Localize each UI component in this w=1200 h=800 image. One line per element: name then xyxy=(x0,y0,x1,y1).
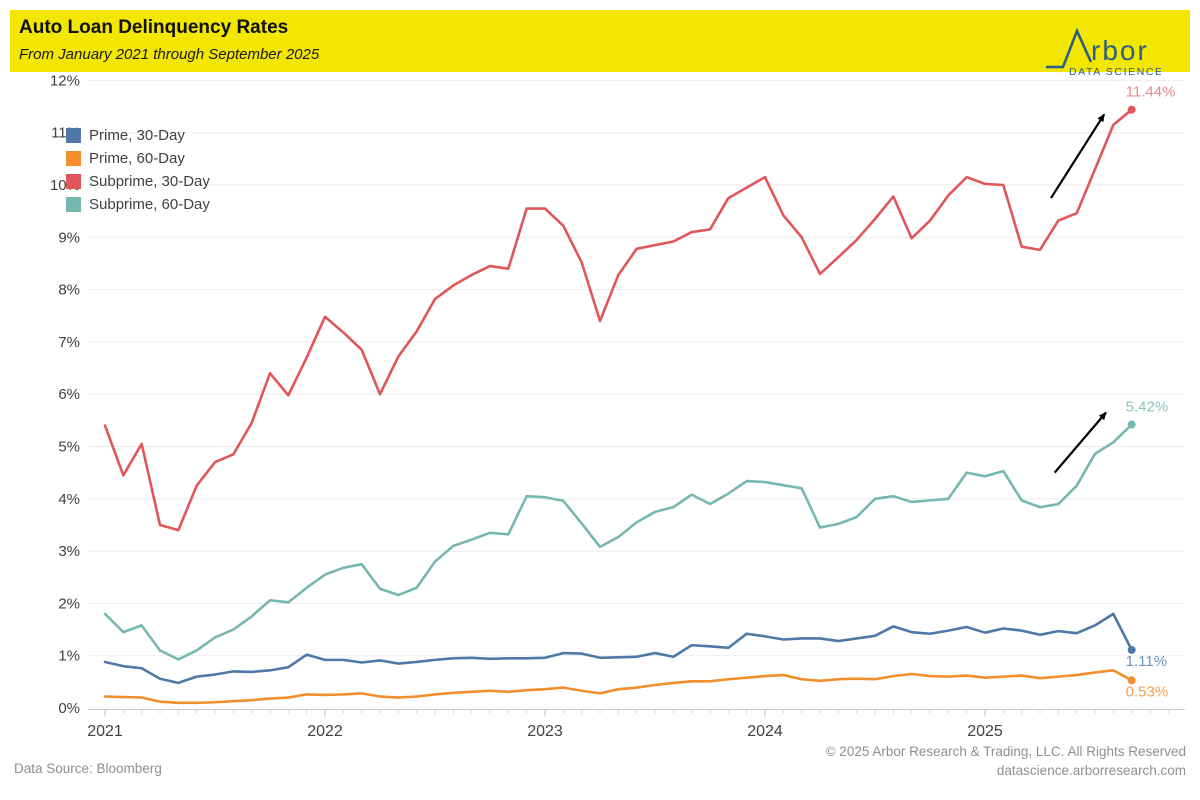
legend-label: Subprime, 30-Day xyxy=(89,173,210,190)
chart-subtitle: From January 2021 through September 2025 xyxy=(19,46,320,63)
y-axis-label: 5% xyxy=(58,439,80,456)
header-banner: Auto Loan Delinquency Rates From January… xyxy=(10,10,1190,78)
y-axis: 0%1%2%3%4%5%6%7%8%9%10%11%12% xyxy=(50,72,80,717)
gridlines xyxy=(88,79,1185,657)
y-axis-label: 7% xyxy=(58,334,80,351)
legend-swatch-icon xyxy=(66,151,81,166)
copyright-text: © 2025 Arbor Research & Trading, LLC. Al… xyxy=(825,744,1186,759)
legend-swatch-icon xyxy=(66,174,81,189)
series-line-subprime-60-day[interactable] xyxy=(103,423,1133,661)
arbor-logo: rbor DATA SCIENCE xyxy=(1041,22,1162,78)
legend-label: Subprime, 60-Day xyxy=(89,196,210,213)
x-axis: 2021 2022 2023 2024 2025 xyxy=(87,709,1185,740)
legend-label: Prime, 60-Day xyxy=(89,150,185,167)
legend-item-subprime-30-day[interactable]: Subprime, 30-Day xyxy=(66,170,210,193)
y-axis-label: 12% xyxy=(50,72,80,89)
y-axis-label: 8% xyxy=(58,282,80,299)
series-end-label: 11.44% xyxy=(1126,84,1176,101)
x-axis-year-label: 2024 xyxy=(747,723,783,740)
series-end-dot[interactable] xyxy=(1127,645,1136,654)
x-axis-year-label: 2021 xyxy=(87,723,123,740)
legend: Prime, 30-Day Prime, 60-Day Subprime, 30-D… xyxy=(66,124,210,216)
legend-item-prime-30-day[interactable]: Prime, 30-Day xyxy=(66,124,210,147)
website-text: datascience.arborresearch.com xyxy=(996,763,1186,778)
legend-swatch-icon xyxy=(66,197,81,212)
series-end-dot[interactable] xyxy=(1127,420,1136,429)
y-axis-label: 2% xyxy=(58,595,80,612)
trend-arrow xyxy=(1053,411,1107,474)
y-axis-label: 3% xyxy=(58,543,80,560)
series-line-subprime-30-day[interactable] xyxy=(103,108,1133,532)
y-axis-label: 0% xyxy=(58,700,80,717)
series-line-prime-30-day[interactable] xyxy=(103,612,1133,685)
trend-arrow xyxy=(1050,113,1106,199)
legend-item-prime-60-day[interactable]: Prime, 60-Day xyxy=(66,147,210,170)
series-end-label: 0.53% xyxy=(1126,683,1169,700)
series-end-label: 5.42% xyxy=(1126,399,1169,416)
logo-brand-text: rbor xyxy=(1091,35,1149,66)
logo-peak-icon xyxy=(1046,27,1093,69)
series-end-dot[interactable] xyxy=(1127,676,1136,685)
x-axis-year-label: 2022 xyxy=(307,723,343,740)
y-axis-label: 6% xyxy=(58,386,80,403)
x-axis-year-label: 2023 xyxy=(527,723,563,740)
series-end-label: 1.11% xyxy=(1126,653,1167,670)
data-source-note: Data Source: Bloomberg xyxy=(14,761,162,776)
legend-item-subprime-60-day[interactable]: Subprime, 60-Day xyxy=(66,193,210,216)
series-line-prime-60-day[interactable] xyxy=(103,669,1133,705)
legend-label: Prime, 30-Day xyxy=(89,127,185,144)
series-end-dot[interactable] xyxy=(1127,105,1136,114)
footer-credits: © 2025 Arbor Research & Trading, LLC. Al… xyxy=(826,742,1186,780)
legend-swatch-icon xyxy=(66,128,81,143)
y-axis-label: 9% xyxy=(58,229,80,246)
logo-tagline: DATA SCIENCE xyxy=(1069,66,1161,78)
y-axis-label: 1% xyxy=(58,648,80,665)
x-axis-year-label: 2025 xyxy=(967,723,1003,740)
y-axis-label: 4% xyxy=(58,491,80,508)
chart-title: Auto Loan Delinquency Rates xyxy=(19,17,289,38)
